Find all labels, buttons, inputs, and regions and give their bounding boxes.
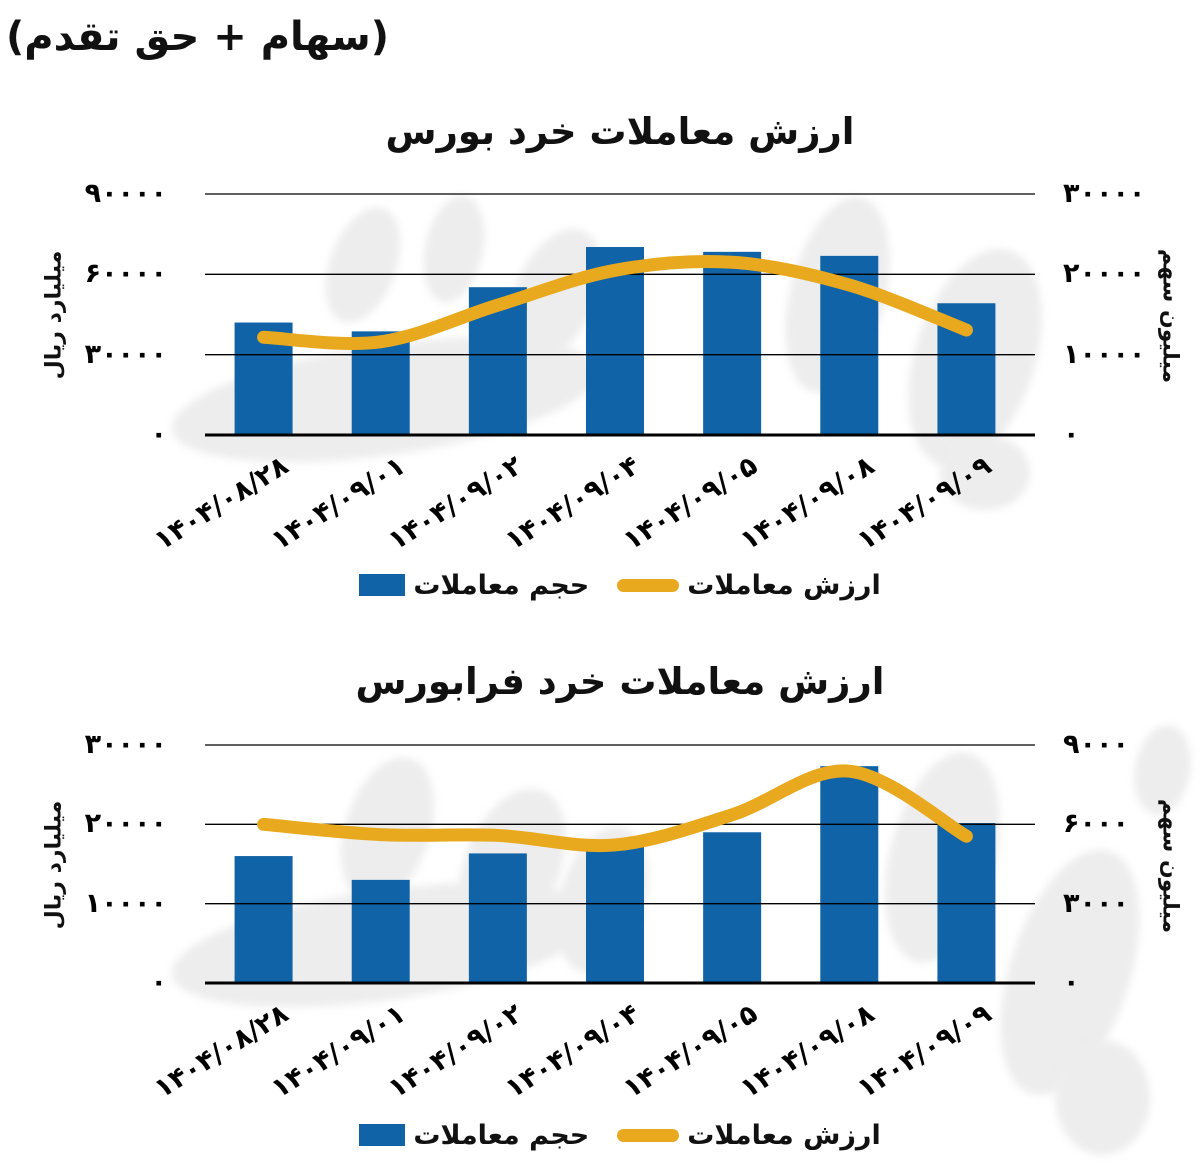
watermark-blob [940, 435, 1030, 510]
y-tick-left: ۰ [150, 419, 167, 450]
bar-3 [586, 845, 644, 983]
line-swatch-icon [617, 1128, 680, 1142]
legend-label-value: ارزش معاملات [687, 569, 881, 601]
bar-4 [703, 832, 762, 983]
bar-4 [703, 251, 762, 435]
bar-2 [468, 853, 527, 983]
y-tick-right: ۳۰۰۰ [1063, 887, 1129, 919]
legend-label-volume: حجم معاملات [413, 569, 590, 601]
y-tick-left: ۲۰۰۰۰ [84, 808, 167, 840]
chart-title-bourse: ارزش معاملات خرد بورس [385, 110, 855, 153]
y-tick-left: ۳۰۰۰۰ [84, 338, 167, 370]
watermark-blob [1055, 1040, 1150, 1155]
legend-item-volume: حجم معاملات [359, 570, 589, 601]
bar-swatch-icon [359, 1124, 406, 1146]
y-tick-left: ۳۰۰۰۰ [84, 729, 167, 760]
y-tick-right: ۱۰۰۰۰ [1063, 338, 1146, 370]
legend-farabourse: ارزش معاملات حجم معاملات [205, 1115, 1035, 1155]
plot-area-farabourse [205, 744, 1035, 985]
y-tick-right: ۰ [1063, 967, 1080, 998]
y-tick-right: ۲۰۰۰۰ [1063, 258, 1146, 290]
y-tick-right: ۳۰۰۰۰ [1063, 178, 1146, 209]
legend-item-value: ارزش معاملات [617, 569, 881, 601]
y-tick-left: ۶۰۰۰۰ [84, 258, 167, 290]
bar-1 [351, 879, 410, 983]
legend-label-value: ارزش معاملات [687, 1119, 881, 1151]
value-line [257, 255, 973, 350]
header-note: (سهام + حق تقدم) [6, 14, 390, 60]
bar-5 [820, 766, 879, 983]
y-tick-right: ۹۰۰۰ [1063, 729, 1129, 760]
legend-label-volume: حجم معاملات [413, 1119, 590, 1151]
y-tick-left: ۹۰۰۰۰ [84, 178, 167, 209]
plot-area-bourse [205, 193, 1035, 437]
legend-bourse: ارزش معاملات حجم معاملات [205, 565, 1035, 605]
bar-6 [937, 823, 996, 983]
line-swatch-icon [617, 578, 680, 592]
legend-item-value: ارزش معاملات [617, 1119, 881, 1151]
bar-0 [234, 856, 293, 983]
y-tick-right: ۰ [1063, 419, 1080, 450]
y-tick-left: ۰ [150, 967, 167, 998]
y-tick-right: ۶۰۰۰ [1063, 808, 1129, 840]
y-tick-left: ۱۰۰۰۰ [84, 887, 167, 919]
bar-swatch-icon [359, 574, 406, 596]
legend-item-volume: حجم معاملات [359, 1120, 589, 1151]
chart-title-farabourse: ارزش معاملات خرد فرابورس [355, 660, 885, 703]
value-line [257, 764, 973, 853]
